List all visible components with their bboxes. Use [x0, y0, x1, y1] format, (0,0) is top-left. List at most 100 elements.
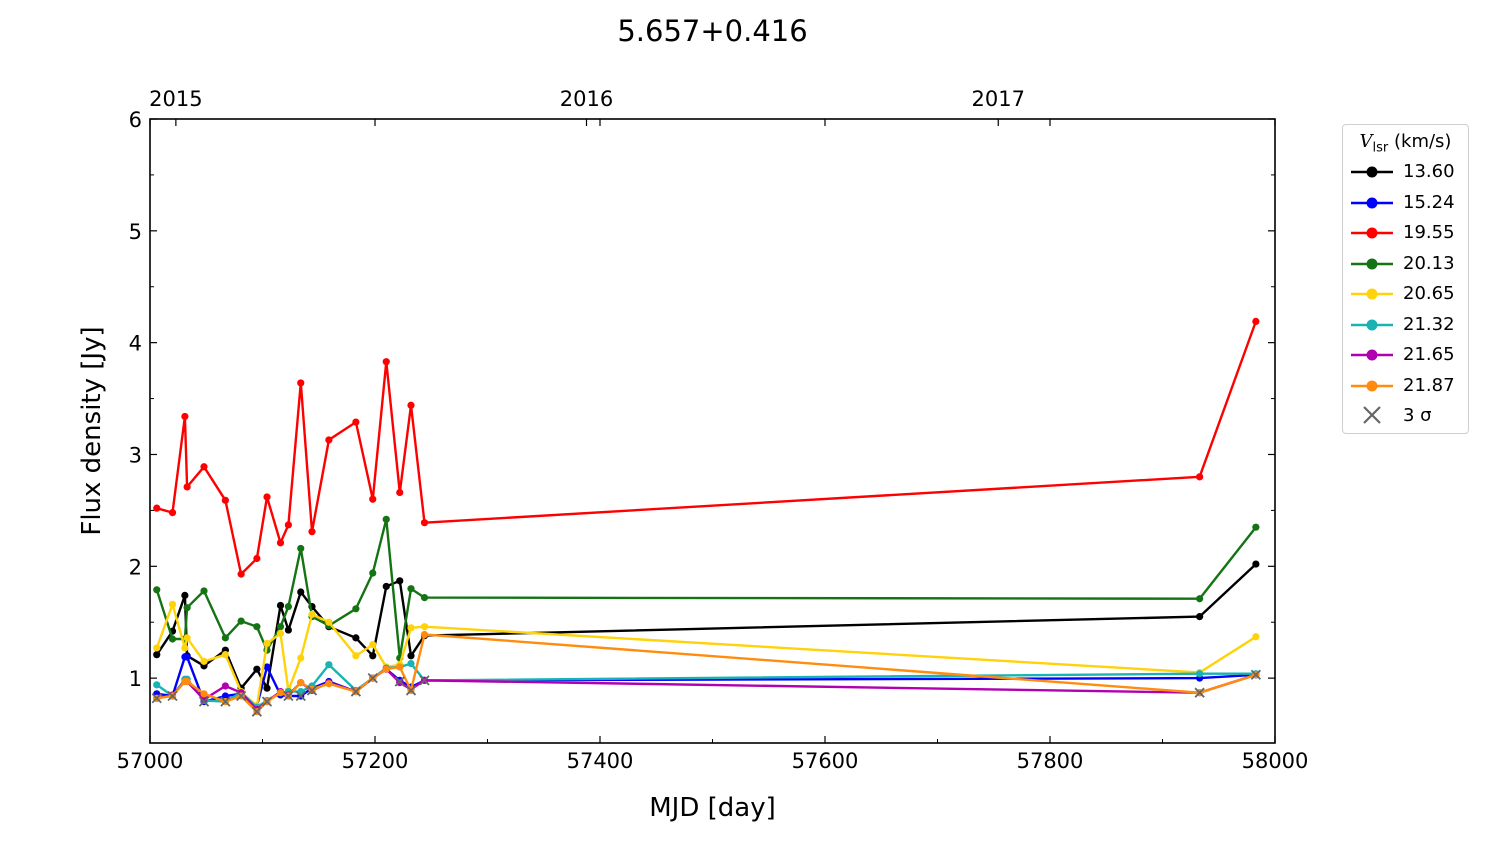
data-point — [183, 634, 191, 642]
y-axis-label: Flux density [Jy] — [77, 326, 107, 535]
data-point — [297, 544, 305, 553]
data-point — [183, 604, 191, 612]
data-point — [297, 654, 305, 662]
data-point — [276, 689, 285, 697]
data-point — [396, 577, 404, 585]
data-point — [420, 519, 429, 527]
series-line — [155, 563, 1257, 690]
data-point — [297, 379, 305, 387]
sigma-marker — [283, 690, 294, 702]
data-point — [407, 585, 415, 593]
sigma-stroke — [306, 685, 318, 696]
data-point — [325, 436, 333, 444]
legend-swatch — [1351, 319, 1393, 330]
legend-label: 20.13 — [1403, 252, 1455, 274]
legend-label: 21.87 — [1403, 374, 1455, 396]
data-point — [1252, 317, 1260, 326]
data-point — [1252, 560, 1260, 568]
legend: Vlsr (km/s) 13.60 15.24 19.55 20.13 20.65 21.… — [1342, 124, 1469, 434]
series-line — [156, 320, 1258, 576]
sigma-marker — [1250, 669, 1262, 680]
year-tick-label: 2016 — [560, 87, 613, 111]
sigma-marker — [198, 696, 210, 707]
sigma-marker — [167, 690, 178, 702]
series-13.60 — [153, 560, 1260, 692]
data-point — [352, 418, 360, 426]
x-tick-label: 57400 — [567, 749, 634, 773]
sigma-stroke — [235, 690, 247, 702]
data-point — [396, 663, 404, 671]
data-point — [263, 663, 271, 671]
data-point — [1196, 670, 1204, 678]
data-point — [221, 651, 229, 659]
sigma-stroke — [350, 686, 362, 697]
data-point — [153, 504, 161, 512]
y-tick-label: 6 — [129, 108, 142, 132]
legend-title: Vlsr (km/s) — [1359, 131, 1452, 156]
legend-swatch — [1351, 349, 1393, 361]
data-point — [221, 634, 229, 642]
data-point — [308, 610, 316, 618]
data-point — [253, 554, 261, 563]
y-tick-label: 1 — [129, 667, 142, 691]
data-point — [1196, 473, 1204, 481]
data-point — [284, 626, 292, 634]
data-point — [153, 681, 161, 689]
data-point — [325, 661, 333, 669]
sigma-stroke — [220, 696, 231, 707]
sigma-marker — [220, 696, 231, 707]
data-point — [221, 692, 229, 700]
data-point — [276, 629, 285, 638]
data-point — [221, 496, 229, 504]
series-15.24 — [153, 653, 1260, 710]
sigma-marker — [394, 676, 405, 687]
data-point — [297, 588, 305, 596]
legend-item: 21.87 — [1343, 372, 1470, 402]
legend-label-sigma: 3 σ — [1403, 405, 1432, 426]
data-point — [181, 644, 189, 652]
data-point — [183, 653, 191, 661]
legend-swatch — [1351, 380, 1393, 391]
legend-label: 15.24 — [1403, 191, 1455, 213]
data-point — [297, 679, 305, 687]
legend-item-sigma: 3 σ — [1343, 402, 1470, 432]
data-point — [420, 630, 429, 639]
data-point — [200, 695, 208, 703]
data-point — [284, 521, 292, 529]
data-point — [200, 463, 208, 471]
x-tick-label: 57600 — [792, 749, 859, 773]
data-point — [369, 640, 377, 649]
x-marker-icon — [1363, 406, 1381, 424]
sigma-marker — [261, 696, 273, 707]
year-tick-label: 2015 — [149, 87, 202, 111]
data-point — [200, 587, 208, 595]
sigma-stroke — [167, 690, 178, 702]
legend-label: 21.32 — [1403, 313, 1455, 335]
sigma-stroke — [151, 693, 162, 704]
x-tick-label: 58000 — [1242, 749, 1309, 773]
data-point — [284, 602, 292, 611]
legend-item: 21.65 — [1343, 341, 1470, 371]
data-point — [253, 665, 261, 673]
data-point — [1252, 633, 1260, 641]
legend-swatch — [1351, 288, 1393, 300]
sigma-stroke — [419, 675, 430, 686]
data-point — [369, 495, 377, 503]
sigma-marker — [295, 690, 306, 702]
y-tick-label: 4 — [129, 332, 142, 356]
data-point — [181, 412, 189, 421]
data-point — [396, 488, 404, 497]
data-point — [168, 509, 177, 517]
data-point — [369, 652, 377, 660]
legend-item: 13.60 — [1343, 158, 1470, 188]
series-21.65 — [153, 665, 1260, 714]
sigma-stroke — [1194, 687, 1205, 698]
chart-title: 5.657+0.416 — [617, 14, 808, 48]
legend-label: 19.55 — [1403, 222, 1455, 243]
legend-swatch — [1351, 197, 1393, 208]
legend-swatch — [1351, 227, 1393, 239]
series-20.13 — [153, 515, 1260, 662]
sigma-stroke — [367, 673, 378, 684]
data-point — [382, 515, 390, 523]
